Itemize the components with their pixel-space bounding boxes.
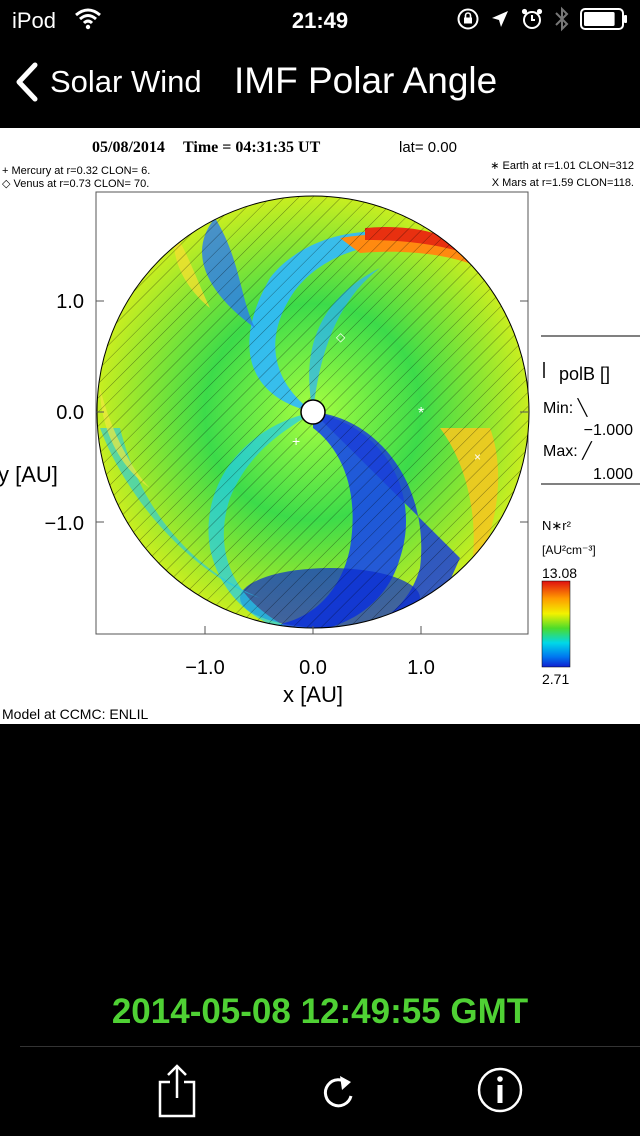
back-button-label: Solar Wind <box>50 64 202 100</box>
legend-min-value: −1.000 <box>584 422 633 439</box>
mercury-position: + Mercury at r=0.32 CLON= 6. <box>2 165 150 177</box>
back-button[interactable]: Solar Wind <box>14 62 202 102</box>
sun-marker <box>301 400 325 424</box>
location-icon <box>490 9 510 29</box>
colorbar-title: N∗r² <box>542 518 572 533</box>
legend-title: polB [] <box>559 364 610 384</box>
x-tick-label: 0.0 <box>299 657 327 679</box>
chevron-left-icon <box>14 62 40 102</box>
mars-marker: × <box>474 450 481 464</box>
bottom-toolbar <box>0 1048 640 1136</box>
orientation-lock-icon <box>456 7 480 31</box>
timestamp: 2014-05-08 12:49:55 GMT <box>0 992 640 1032</box>
colorbar-units: [AU²cm⁻³] <box>542 543 596 557</box>
x-tick-label: −1.0 <box>185 657 224 679</box>
venus-marker: ◇ <box>336 330 346 344</box>
refresh-icon <box>318 1068 358 1112</box>
plot-date: 05/08/2014 <box>92 139 165 156</box>
y-tick-label: −1.0 <box>45 513 84 535</box>
navigation-bar: Solar Wind IMF Polar Angle <box>0 40 640 128</box>
status-bar: iPod 21:49 <box>0 0 640 40</box>
venus-position: ◇ Venus at r=0.73 CLON= 70. <box>2 178 149 190</box>
plot-latitude: lat= 0.00 <box>399 139 457 156</box>
legend-max-value: 1.000 <box>593 466 633 483</box>
y-tick-label: 1.0 <box>56 291 84 313</box>
refresh-button[interactable] <box>318 1068 358 1117</box>
y-tick-label: 0.0 <box>56 402 84 424</box>
solar-wind-plot: 05/08/2014 Time = 04:31:35 UT lat= 0.00 … <box>0 128 640 724</box>
share-button[interactable] <box>156 1062 198 1123</box>
x-tick-label: 1.0 <box>407 657 435 679</box>
mercury-marker: + <box>292 433 300 449</box>
share-icon <box>156 1062 198 1118</box>
bluetooth-icon <box>554 6 570 32</box>
earth-position: ∗ Earth at r=1.01 CLON=312 <box>490 160 634 172</box>
model-credit: Model at CCMC: ENLIL <box>2 706 148 722</box>
mars-position: X Mars at r=1.59 CLON=118. <box>492 177 634 189</box>
colorbar <box>542 581 570 667</box>
alarm-icon <box>520 7 544 31</box>
y-axis-label: y [AU] <box>0 462 58 487</box>
battery-icon <box>580 8 628 30</box>
toolbar-divider <box>20 1046 640 1047</box>
info-button[interactable] <box>476 1066 524 1119</box>
earth-marker: * <box>418 405 424 422</box>
colorbar-min: 2.71 <box>542 671 569 687</box>
page-title: IMF Polar Angle <box>234 60 497 102</box>
x-axis-label: x [AU] <box>283 682 343 707</box>
legend-min-label: Min: ╲ <box>543 398 589 417</box>
info-icon <box>476 1066 524 1114</box>
legend-max-label: Max: ╱ <box>543 441 593 460</box>
plot-time: Time = 04:31:35 UT <box>183 139 321 156</box>
colorbar-max: 13.08 <box>542 565 577 581</box>
